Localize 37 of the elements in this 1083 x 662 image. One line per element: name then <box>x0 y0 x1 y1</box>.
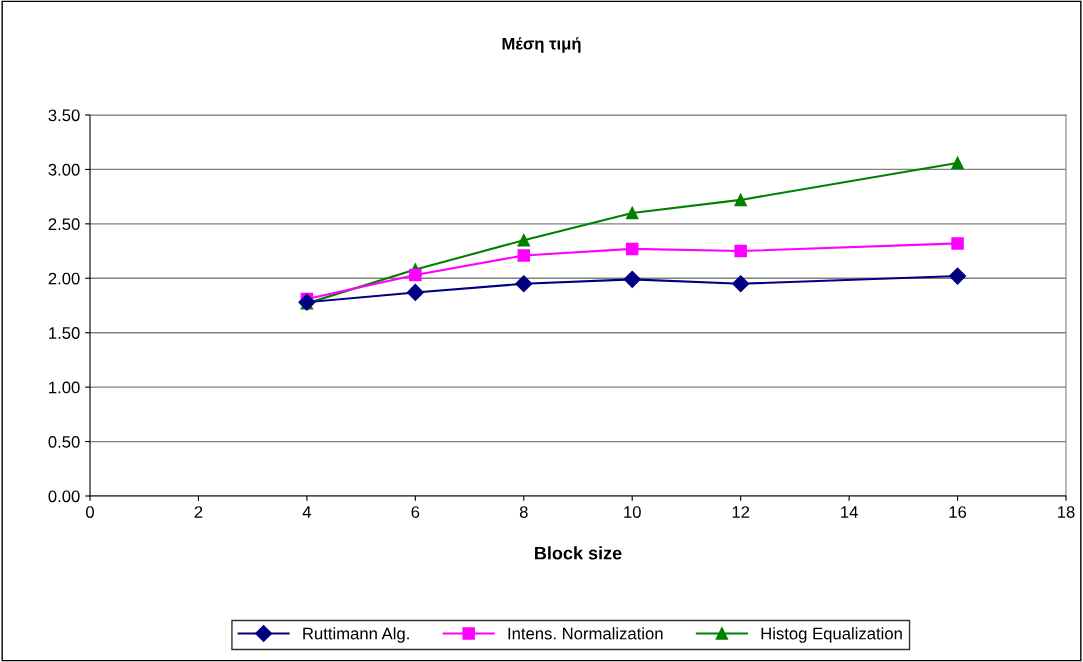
point <box>623 270 641 288</box>
legend-label: Intens. Normalization <box>508 627 663 640</box>
point <box>951 237 964 250</box>
x-tick-label: 2 <box>194 506 203 518</box>
x-tick-label: 18 <box>1058 506 1075 518</box>
x-tick-label: 12 <box>732 506 750 518</box>
y-tick-label: 0.00 <box>48 490 80 503</box>
point <box>734 193 747 207</box>
point <box>949 267 967 285</box>
x-tick-label: 14 <box>841 506 858 518</box>
y-tick-label: 2.50 <box>48 218 80 231</box>
point <box>517 249 531 262</box>
point <box>517 233 531 247</box>
legend-label: Histog Equalization <box>761 627 902 643</box>
y-tick-label: 1.00 <box>49 381 80 394</box>
x-axis-title: Block size <box>535 546 622 560</box>
y-tick-label: 0.50 <box>48 435 80 448</box>
x-tick-label: 16 <box>949 506 967 518</box>
x-tick-label: 6 <box>411 506 420 518</box>
x-tick-label: 8 <box>519 506 528 518</box>
point <box>734 244 747 258</box>
legend-label: Ruttimann Alg. <box>303 627 409 643</box>
x-tick-label: 10 <box>624 506 641 518</box>
point <box>515 275 533 293</box>
x-tick-label: 4 <box>302 506 312 518</box>
x-tick-label: 0 <box>86 506 94 518</box>
point <box>625 242 639 256</box>
point <box>732 275 750 293</box>
point <box>951 156 964 170</box>
y-tick-label: 3.50 <box>48 109 80 122</box>
y-tick-label: 3.00 <box>48 163 80 176</box>
point <box>406 283 424 301</box>
chart-title: Μέση τιμή <box>502 37 581 53</box>
y-tick-label: 1.50 <box>49 327 80 339</box>
point <box>625 206 639 220</box>
point <box>409 268 422 282</box>
y-tick-label: 2.00 <box>48 272 80 285</box>
